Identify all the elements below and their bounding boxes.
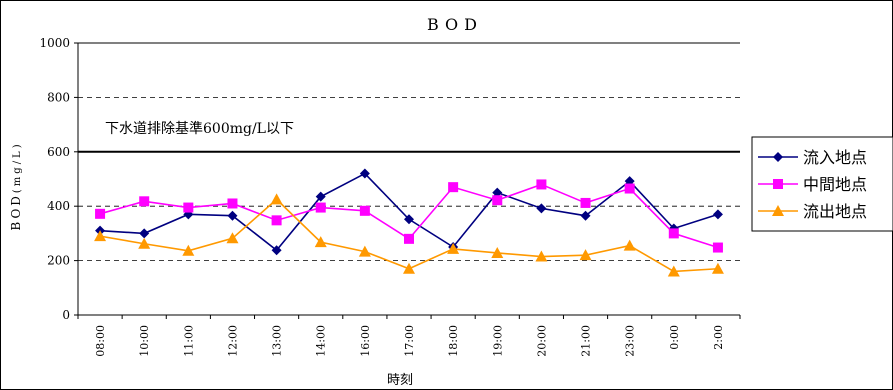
- data-point: [271, 215, 282, 226]
- x-tick-label: 0:00: [668, 325, 681, 350]
- data-point: [404, 214, 414, 225]
- data-point: [668, 228, 679, 239]
- x-tick-label: 10:00: [138, 325, 151, 357]
- data-point: [448, 182, 459, 193]
- data-point: [492, 195, 503, 206]
- x-tick-label: 12:00: [226, 325, 239, 357]
- legend-marker: [772, 205, 784, 216]
- y-axis-label-unit: (mg/L): [12, 141, 23, 193]
- legend-marker: [773, 179, 783, 189]
- legend-label: 中間地点: [803, 175, 867, 194]
- data-point: [712, 209, 723, 220]
- data-point: [139, 196, 150, 207]
- data-point: [403, 262, 415, 274]
- y-tick-label: 400: [47, 199, 70, 213]
- data-point: [139, 228, 150, 239]
- data-point: [491, 246, 504, 258]
- legend-label: 流入地点: [803, 148, 867, 167]
- data-point: [535, 250, 548, 262]
- series-square: [95, 179, 723, 253]
- data-point: [226, 232, 239, 244]
- data-point: [712, 242, 723, 253]
- data-point: [270, 193, 283, 205]
- data-point: [227, 198, 238, 209]
- data-point: [667, 265, 680, 277]
- x-tick-label: 21:00: [580, 325, 593, 357]
- x-tick-label: 16:00: [359, 325, 372, 357]
- reference-annotation: 下水道排除基準600mg/L以下: [105, 120, 294, 137]
- data-point: [315, 191, 326, 202]
- y-tick-label: 600: [47, 145, 70, 159]
- data-point: [227, 210, 238, 221]
- legend-label: 流出地点: [803, 202, 867, 221]
- x-tick-label: 2:00: [712, 325, 725, 350]
- x-ticks: 08:00 10:00 11:00 12:00 13:00 14:00 16:00 17:00…: [77, 315, 741, 357]
- x-tick-label: 08:00: [94, 325, 107, 357]
- series-triangle: [94, 193, 724, 277]
- x-tick-label: 23:00: [624, 325, 637, 357]
- data-point: [358, 245, 371, 257]
- data-point: [271, 245, 282, 256]
- y-tick-label: 0: [62, 308, 70, 322]
- data-point: [94, 230, 107, 242]
- x-tick-label: 14:00: [315, 325, 328, 357]
- x-tick-label: 19:00: [491, 325, 504, 357]
- x-tick-label: 18:00: [447, 325, 460, 357]
- data-point: [183, 202, 194, 213]
- y-ticks: 0 200 400 600 800 1000: [39, 36, 78, 322]
- plot-series: [94, 168, 724, 277]
- data-point: [580, 197, 591, 208]
- svg-text:BOD(mg/L): BOD(mg/L): [9, 141, 23, 230]
- data-point: [315, 202, 326, 213]
- data-point: [359, 168, 370, 179]
- y-tick-label: 800: [47, 90, 70, 104]
- chart-title: BOD: [427, 15, 483, 34]
- legend-marker: [773, 152, 783, 162]
- data-point: [404, 233, 414, 244]
- y-tick-label: 200: [47, 254, 70, 268]
- data-point: [711, 262, 724, 274]
- data-point: [536, 179, 547, 190]
- data-point: [138, 237, 151, 249]
- x-axis-label: 時刻: [387, 373, 413, 388]
- data-point: [95, 208, 106, 219]
- data-point: [447, 242, 460, 254]
- data-point: [536, 203, 547, 214]
- axes: [77, 42, 740, 316]
- x-tick-label: 17:00: [403, 325, 416, 357]
- data-point: [492, 187, 503, 198]
- data-point: [623, 239, 636, 251]
- y-axis-label: BOD(mg/L): [9, 141, 23, 230]
- x-tick-label: 13:00: [271, 325, 284, 357]
- data-point: [182, 244, 195, 256]
- data-point: [579, 249, 592, 261]
- data-point: [624, 183, 635, 194]
- data-point: [314, 236, 327, 248]
- y-tick-label: 1000: [39, 36, 70, 50]
- x-tick-label: 20:00: [535, 325, 548, 357]
- x-tick-label: 11:00: [182, 325, 195, 357]
- y-axis-label-main: BOD: [9, 193, 23, 231]
- data-point: [359, 205, 370, 216]
- data-point: [580, 210, 591, 221]
